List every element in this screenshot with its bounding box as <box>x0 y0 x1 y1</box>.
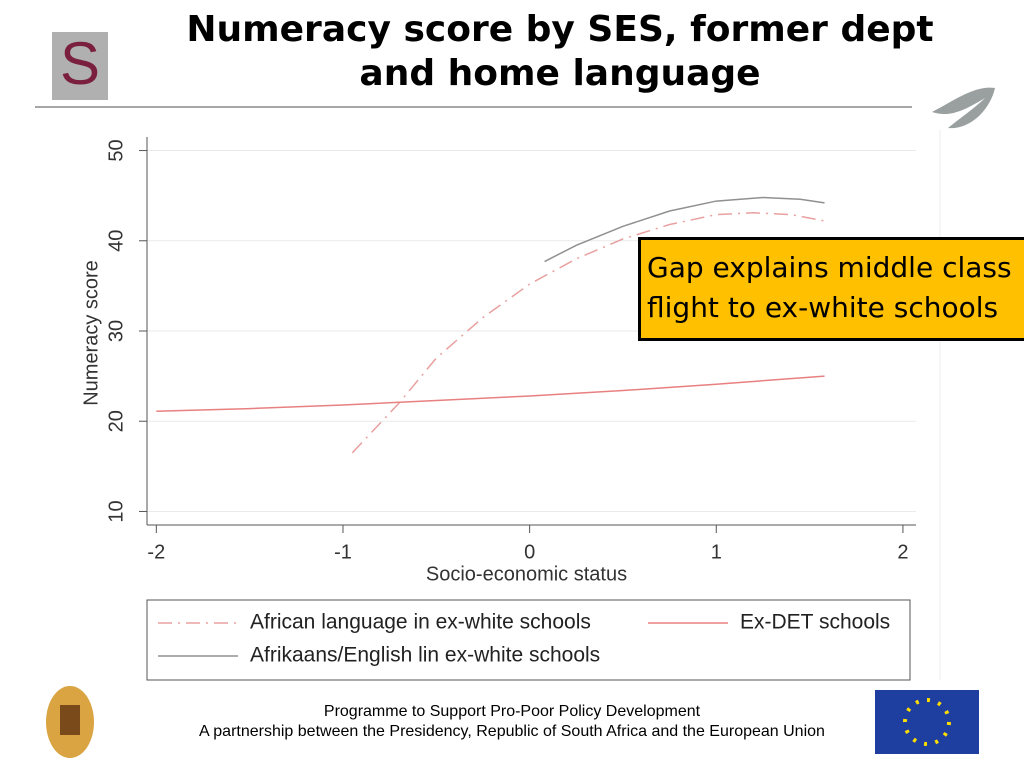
series-line <box>544 196 825 263</box>
y-tick-label: 30 <box>105 320 127 342</box>
slide-title: Numeracy score by SES, former dept and h… <box>186 9 934 94</box>
university-logo: S <box>52 30 108 100</box>
footer-line: Programme to Support Pro-Poor Policy Dev… <box>323 703 701 720</box>
series-line <box>351 212 825 454</box>
x-tick-label: 1 <box>711 541 722 563</box>
eu-flag <box>875 690 979 754</box>
x-tick-label: 2 <box>897 541 908 563</box>
series-line <box>156 375 825 413</box>
y-tick-label: 40 <box>105 230 127 252</box>
x-tick-label: 0 <box>524 541 535 563</box>
svg-text:S: S <box>60 30 100 97</box>
annotation: Gap explains middle class flight to ex-w… <box>638 237 1024 341</box>
legend-label: African language in ex-white schools <box>250 611 591 634</box>
x-tick-label: -2 <box>147 541 165 563</box>
y-tick-label: 50 <box>105 139 127 161</box>
x-axis-label: Socio-economic status <box>426 563 627 585</box>
legend-label: Afrikaans/English lin ex-white schools <box>250 644 600 667</box>
legend-label: Ex-DET schools <box>740 611 890 634</box>
legend-box <box>146 599 911 681</box>
y-tick-label: 10 <box>105 500 127 522</box>
y-axis-label: Numeracy score <box>80 260 102 406</box>
coat-of-arms <box>46 686 94 758</box>
leaf-logo <box>932 87 995 129</box>
x-tick-label: -1 <box>334 541 352 563</box>
footer-line: A partnership between the Presidency, Re… <box>199 723 825 740</box>
y-tick-label: 20 <box>105 410 127 432</box>
